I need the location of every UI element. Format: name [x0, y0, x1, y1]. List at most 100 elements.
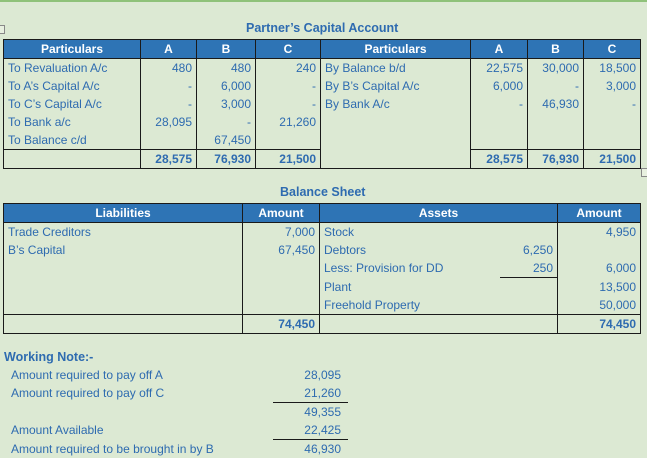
asset-total: 74,450 — [557, 314, 642, 334]
cr-total-c: 21,500 — [583, 149, 641, 169]
table-row: To Revaluation A/c 480 480 240 By Balanc… — [3, 58, 641, 77]
asset-sub-amount: 6,250 — [499, 241, 559, 259]
liability-label: B’s Capital — [3, 241, 243, 259]
cr-c: 18,500 — [583, 58, 641, 77]
cr-particulars: By B’s Capital A/c — [320, 77, 471, 95]
dr-a: 480 — [140, 58, 197, 77]
cr-a: 22,575 — [470, 58, 528, 77]
table-row: Plant 13,500 — [3, 277, 642, 296]
dr-a: - — [140, 95, 197, 113]
table-row: B’s Capital 67,450 Debtors 6,250 — [3, 241, 642, 259]
cr-a — [470, 131, 528, 150]
cr-c — [583, 131, 641, 150]
header-b-cr: B — [527, 39, 584, 59]
header-particulars-cr: Particulars — [320, 39, 471, 59]
cr-c: - — [583, 95, 641, 113]
dr-particulars: To Bank a/c — [3, 113, 141, 131]
dr-b: - — [196, 113, 256, 131]
cr-total-b: 76,930 — [527, 149, 584, 169]
asset-sub-amount — [499, 277, 559, 296]
total-row: 74,450 74,450 — [3, 314, 642, 334]
dr-total-c: 21,500 — [255, 149, 321, 169]
dr-a: - — [140, 77, 197, 95]
dr-total-b: 76,930 — [196, 149, 256, 169]
header-c-cr: C — [583, 39, 641, 59]
liability-amount: 7,000 — [242, 222, 320, 241]
cr-b — [527, 113, 584, 131]
liability-amount — [242, 277, 320, 296]
table-row: To Bank a/c 28,095 - 21,260 — [3, 113, 641, 131]
working-note-label: Amount Available — [11, 423, 104, 437]
asset-label: Plant — [324, 279, 352, 294]
working-note-value: 28,095 — [304, 368, 341, 382]
table-row: Freehold Property 50,000 — [3, 296, 642, 315]
dr-c: - — [255, 95, 321, 113]
cr-total-label — [320, 149, 471, 169]
dr-b: 3,000 — [196, 95, 256, 113]
capital-header-row: Particulars A B C Particulars A B C — [3, 39, 641, 59]
cr-b: - — [527, 77, 584, 95]
balance-sheet-table: Liabilities Amount Assets Amount Trade C… — [3, 203, 642, 334]
asset-label: Stock — [324, 225, 355, 239]
asset-label: Freehold Property — [324, 298, 421, 312]
asset-amount: 6,000 — [557, 259, 642, 278]
working-note-row: Amount required to be brought in by B — [11, 440, 214, 458]
header-assets: Assets — [318, 203, 559, 223]
liability-total-label — [3, 314, 243, 334]
header-c-dr: C — [255, 39, 321, 59]
balance-header-row: Liabilities Amount Assets Amount — [3, 203, 642, 223]
table-row: Trade Creditors 7,000 Stock 4,950 — [3, 222, 642, 241]
working-note-row: Amount Available — [11, 421, 104, 439]
cr-c: 3,000 — [583, 77, 641, 95]
working-note-label: Amount required to pay off A — [11, 368, 163, 382]
cr-particulars — [320, 131, 471, 150]
header-b-dr: B — [196, 39, 256, 59]
cr-total-a: 28,575 — [470, 149, 528, 169]
asset-amount: 50,000 — [557, 296, 642, 315]
asset-amount — [557, 241, 642, 259]
dr-particulars: To A’s Capital A/c — [3, 77, 141, 95]
asset-amount: 4,950 — [557, 222, 642, 241]
cr-c — [583, 113, 641, 131]
capital-account-title: Partner’s Capital Account — [246, 21, 399, 35]
dr-total-a: 28,575 — [140, 149, 197, 169]
liability-label — [3, 296, 243, 315]
cell-corner-marker — [641, 168, 647, 177]
working-note-title: Working Note:- — [4, 350, 94, 364]
header-a-cr: A — [470, 39, 528, 59]
dr-b: 480 — [196, 58, 256, 77]
asset-sub-amount: 250 — [499, 259, 559, 278]
liability-label — [3, 259, 243, 278]
capital-account-table: Particulars A B C Particulars A B C To R… — [3, 39, 641, 169]
table-row: To A’s Capital A/c - 6,000 - By B’s Capi… — [3, 77, 641, 95]
asset-label: Less: Provision for DD — [324, 261, 444, 276]
dr-b: 6,000 — [196, 77, 256, 95]
working-note-value: 22,425 — [304, 423, 341, 437]
asset-label: Debtors — [324, 243, 367, 257]
cr-a: 6,000 — [470, 77, 528, 95]
cr-particulars — [320, 113, 471, 131]
dr-c: 21,260 — [255, 113, 321, 131]
balance-sheet-title: Balance Sheet — [280, 185, 366, 199]
header-particulars-dr: Particulars — [3, 39, 141, 59]
dr-total-label — [3, 149, 141, 169]
working-note-subtotal: 49,355 — [304, 405, 341, 419]
cr-b: 46,930 — [527, 95, 584, 113]
asset-sub-amount — [499, 296, 559, 315]
subtotal-underline — [273, 402, 348, 403]
cr-a: - — [470, 95, 528, 113]
header-amount-liabilities: Amount — [242, 203, 320, 223]
row-group-marker — [0, 25, 5, 34]
dr-a: 28,095 — [140, 113, 197, 131]
dr-particulars: To Revaluation A/c — [3, 58, 141, 77]
dr-particulars: To Balance c/d — [3, 131, 141, 150]
cr-particulars: By Balance b/d — [320, 58, 471, 77]
liability-amount — [242, 296, 320, 315]
asset-amount: 13,500 — [557, 277, 642, 296]
liability-amount — [242, 259, 320, 278]
result-underline — [273, 439, 348, 440]
working-note-label: Amount required to pay off C — [11, 386, 165, 400]
liability-label: Trade Creditors — [3, 222, 243, 241]
asset-total-label — [319, 314, 558, 334]
working-note-row: Amount required to pay off C — [11, 384, 164, 402]
